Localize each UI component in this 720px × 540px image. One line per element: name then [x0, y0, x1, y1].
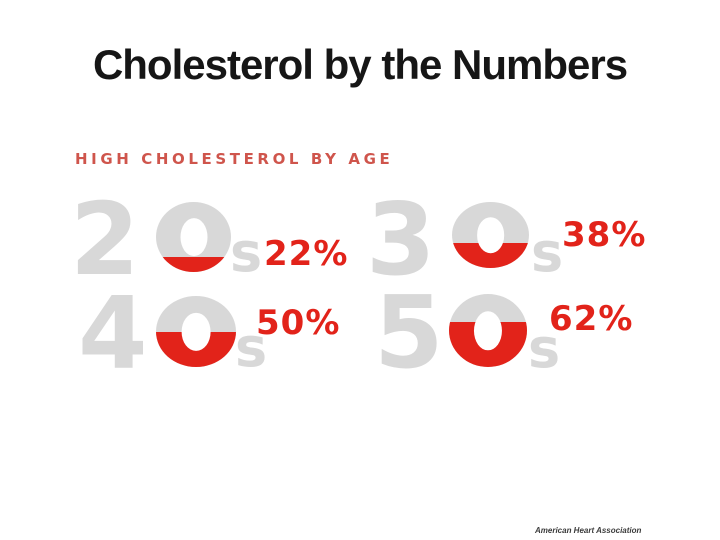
decade-digit-40s: 4: [78, 275, 148, 392]
donut-gauge-50s: [449, 294, 527, 367]
gauge-hole-40s: [181, 312, 211, 351]
suffix-40s: s: [235, 316, 268, 379]
decade-digit-30s: 3: [366, 181, 436, 298]
percent-label-20s: 22%: [264, 234, 349, 274]
source-credit: American Heart Association: [535, 526, 642, 535]
gauge-hole-20s: [180, 218, 207, 256]
decade-digit-20s: 2: [70, 181, 140, 298]
suffix-20s: s: [230, 221, 263, 284]
gauge-fill-20s: [156, 256, 231, 272]
donut-gauge-40s: [156, 296, 236, 367]
percent-label-30s: 38%: [562, 215, 647, 255]
gauge-hole-30s: [476, 217, 505, 253]
percent-label-40s: 50%: [256, 303, 341, 343]
infographic-heading: HIGH CHOLESTEROL BY AGE: [75, 150, 394, 168]
slide-title: Cholesterol by the Numbers: [92, 41, 628, 88]
donut-gauge-30s: [452, 202, 529, 268]
donut-gauge-20s: [156, 202, 231, 272]
decade-digit-50s: 5: [374, 274, 444, 391]
suffix-30s: s: [531, 221, 564, 284]
percent-label-50s: 62%: [549, 299, 634, 339]
suffix-50s: s: [528, 317, 561, 380]
gauge-hole-50s: [473, 310, 503, 351]
